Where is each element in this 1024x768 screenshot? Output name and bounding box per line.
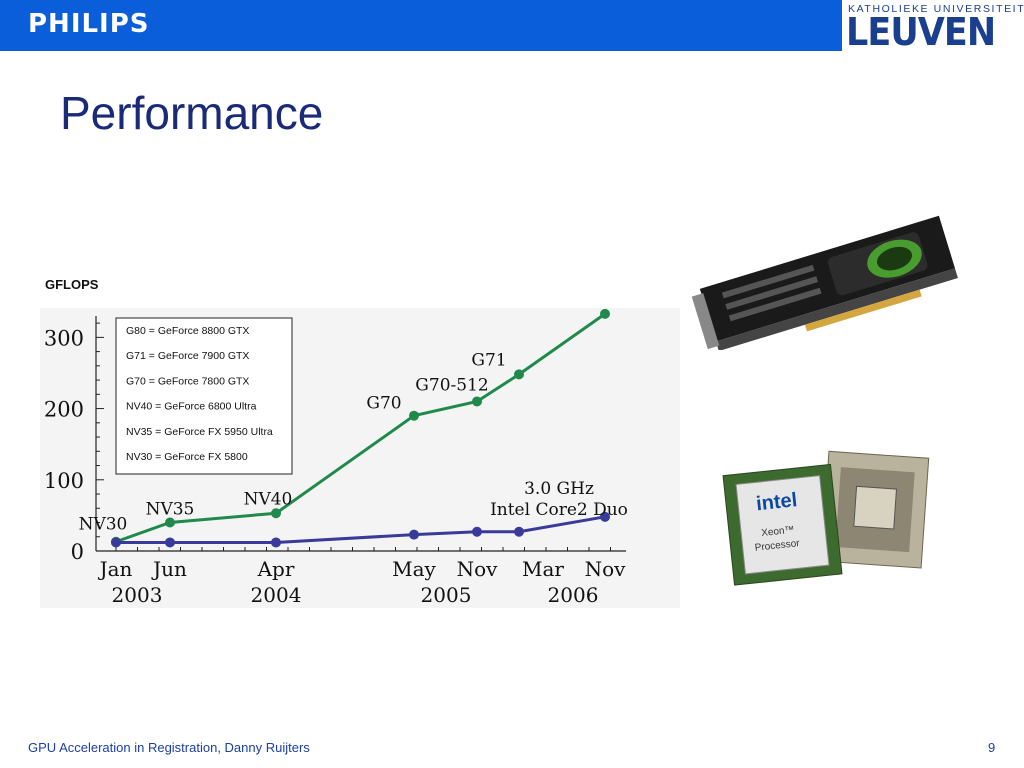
y-tick-label: 300	[44, 326, 84, 350]
processor-text: Processor	[754, 538, 801, 554]
cpu-die-back	[853, 485, 898, 530]
x-tick-month-label: Mar	[522, 557, 564, 581]
point-label: NV35	[146, 500, 195, 520]
slide-title: Performance	[60, 87, 324, 139]
x-tick-month-label: Nov	[585, 557, 627, 581]
data-point-cpu	[111, 537, 121, 548]
intel-logo-text: intel	[755, 489, 798, 515]
data-point-cpu	[271, 537, 281, 548]
x-tick-month-label: Nov	[457, 557, 499, 581]
gpu-vent-1	[721, 264, 815, 299]
x-tick-year-label: 2003	[112, 583, 163, 607]
gpu-card-image	[691, 215, 958, 350]
cpu-image: intel Xeon™ Processor	[722, 450, 930, 586]
point-label: NV40	[244, 489, 293, 509]
legend-entry: NV35 = GeForce FX 5950 Ultra	[126, 426, 273, 438]
x-tick-year-label: 2006	[548, 583, 599, 607]
x-tick-month-label: May	[392, 557, 436, 581]
point-label: G70	[366, 394, 401, 414]
x-tick-month-label: Apr	[257, 557, 295, 581]
legend-entry: G80 = GeForce 8800 GTX	[126, 325, 249, 337]
data-point-cpu	[514, 526, 524, 537]
cpu-heatspreader	[735, 475, 830, 575]
legend-entry: G71 = GeForce 7900 GTX	[126, 350, 249, 362]
point-label: G71	[471, 350, 506, 370]
philips-logo: PHILIPS	[28, 9, 150, 39]
data-point-cpu	[472, 526, 482, 537]
ku-leuven-logo	[842, 0, 1024, 51]
gpu-bracket	[691, 293, 720, 350]
chart-series	[111, 308, 610, 548]
y-tick-label: 200	[44, 398, 84, 422]
point-label: NV30	[79, 515, 128, 535]
data-point-gpu	[271, 508, 281, 519]
gpu-vent-3	[728, 287, 822, 322]
legend-entry: NV40 = GeForce 6800 Ultra	[126, 401, 257, 413]
footer-text: GPU Acceleration in Registration, Danny …	[28, 740, 310, 755]
page-number: 9	[988, 740, 996, 755]
legend-entry: NV30 = GeForce FX 5800	[126, 451, 248, 463]
data-point-gpu	[165, 517, 175, 528]
data-point-gpu	[600, 308, 610, 319]
data-point-cpu	[600, 511, 610, 522]
data-point-gpu	[409, 410, 419, 421]
x-tick-year-label: 2005	[421, 583, 472, 607]
y-tick-label: 100	[44, 469, 84, 493]
x-tick-year-label: 2004	[251, 583, 302, 607]
legend-entry: G70 = GeForce 7800 GTX	[126, 375, 249, 387]
ku-leuven-logo-subtitle: KATHOLIEKE UNIVERSITEIT	[848, 3, 1024, 15]
data-point-gpu	[514, 369, 524, 380]
data-point-cpu	[409, 529, 419, 540]
y-axis-label: GFLOPS	[45, 277, 99, 292]
ku-leuven-logo-text: LEUVEN	[846, 10, 996, 54]
gpu-vent-2	[725, 276, 818, 310]
chart-legend: G80 = GeForce 8800 GTX G71 = GeForce 7900…	[115, 317, 293, 475]
gpu-card-edge	[715, 268, 958, 350]
performance-chart: 0 100 200 300 Jan Jun Apr May Nov Mar Nov 2003 2004 2…	[40, 308, 680, 608]
cpu-annotation-line: 3.0 GHz	[524, 479, 594, 499]
cpu-annotation-line: Intel Core2 Duo	[490, 500, 628, 520]
chart-axes: 0 100 200 300 Jan Jun Apr May Nov Mar Nov 2003 2004 2…	[44, 316, 626, 607]
gpu-pci-connector	[804, 289, 922, 332]
data-point-cpu	[165, 537, 175, 548]
data-point-gpu	[472, 396, 482, 407]
x-tick-month-label: Jan	[98, 557, 133, 581]
legend-box	[115, 317, 293, 475]
xeon-text: Xeon™	[761, 525, 795, 539]
gpu-fan	[876, 246, 913, 271]
point-label: G70-512	[415, 375, 488, 395]
x-tick-month-label: Jun	[151, 557, 187, 581]
y-tick-label: 0	[71, 540, 84, 564]
